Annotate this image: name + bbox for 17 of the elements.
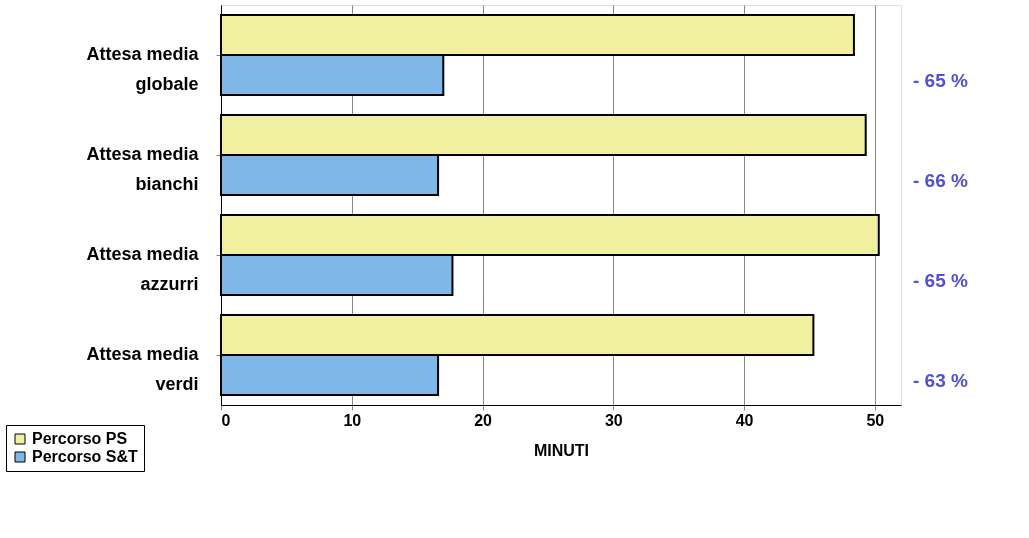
text: - 65 % <box>913 270 969 291</box>
y-tick-label: Attesa media bianchi <box>86 144 200 194</box>
y-tick-label: Attesa media verdi <box>86 344 200 394</box>
text: - 65 % <box>913 70 969 91</box>
legend-label: Percorso PS <box>32 430 128 447</box>
x-tick-label: 10 <box>343 411 362 429</box>
text: - 63 % <box>913 370 969 391</box>
text: - 66 % <box>913 170 969 191</box>
legend-label: Percorso S&T <box>32 448 139 465</box>
x-tick-label: 40 <box>735 411 754 429</box>
y-tick-label: Attesa media azzurri <box>86 244 200 294</box>
x-axis-title: MINUTI <box>533 441 590 459</box>
x-tick-label: 50 <box>866 411 885 429</box>
x-tick-label: 30 <box>604 411 623 429</box>
x-tick-label: 20 <box>474 411 493 429</box>
y-tick-label: Attesa media globale <box>86 44 200 94</box>
x-tick-label: 0 <box>221 411 231 429</box>
